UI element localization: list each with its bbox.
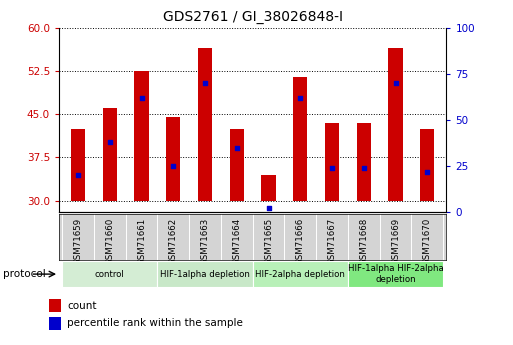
Text: control: control (95, 269, 125, 279)
Point (328, 165, 336, 171)
Bar (420, 129, 435, 201)
Point (74, 172, 82, 178)
Point (201, 80, 209, 86)
Bar (62, 261, 157, 287)
Text: GSM71667: GSM71667 (327, 218, 337, 265)
Bar (357, 123, 371, 201)
Text: GSM71659: GSM71659 (73, 218, 83, 265)
Text: GSM71661: GSM71661 (137, 218, 146, 265)
Bar (230, 129, 244, 201)
Bar (103, 108, 117, 201)
Text: GSM71660: GSM71660 (105, 218, 114, 265)
Bar (325, 123, 339, 201)
Bar (198, 48, 212, 201)
Point (137, 95, 146, 100)
Text: GSM71669: GSM71669 (391, 218, 400, 265)
Text: protocol: protocol (3, 269, 45, 279)
Title: GDS2761 / GI_38026848-I: GDS2761 / GI_38026848-I (163, 10, 343, 24)
Text: GSM71662: GSM71662 (169, 218, 178, 265)
Bar (49, 317, 62, 330)
Text: HIF-2alpha depletion: HIF-2alpha depletion (255, 269, 345, 279)
Text: percentile rank within the sample: percentile rank within the sample (67, 318, 243, 328)
Point (360, 165, 368, 171)
Bar (388, 48, 403, 201)
Point (264, 206, 272, 211)
Bar (166, 117, 181, 201)
Bar (262, 175, 275, 201)
Text: count: count (67, 300, 96, 310)
Text: GSM71668: GSM71668 (359, 218, 368, 265)
Point (296, 95, 304, 100)
Bar (253, 261, 348, 287)
Text: GSM71666: GSM71666 (296, 218, 305, 265)
Text: HIF-1alpha HIF-2alpha
depletion: HIF-1alpha HIF-2alpha depletion (348, 264, 443, 284)
Bar (348, 261, 443, 287)
Bar (134, 71, 149, 201)
Point (169, 163, 177, 169)
Bar (71, 129, 85, 201)
Text: HIF-1alpha depletion: HIF-1alpha depletion (160, 269, 250, 279)
Bar (157, 261, 253, 287)
Bar (49, 299, 62, 312)
Point (106, 139, 114, 145)
Point (423, 169, 431, 174)
Text: GSM71663: GSM71663 (201, 218, 209, 265)
Point (391, 80, 400, 86)
Bar (293, 77, 307, 201)
Point (233, 145, 241, 150)
Text: GSM71664: GSM71664 (232, 218, 241, 265)
Text: GSM71670: GSM71670 (423, 218, 432, 265)
Text: GSM71665: GSM71665 (264, 218, 273, 265)
